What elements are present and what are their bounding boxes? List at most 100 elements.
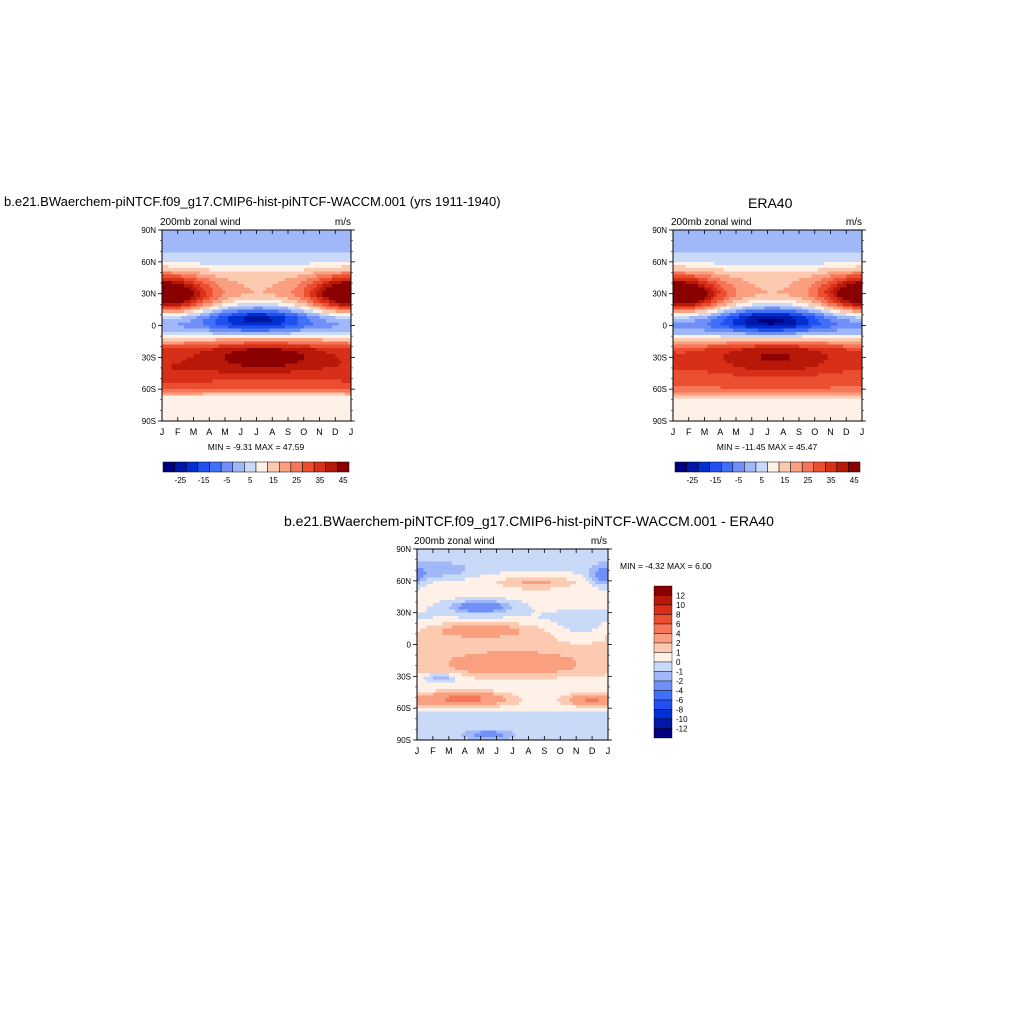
contour-cell: [278, 382, 283, 387]
contour-cell: [209, 268, 213, 272]
contour-cell: [275, 376, 279, 381]
contour-cell: [278, 385, 283, 390]
contour-cell: [162, 328, 166, 333]
contour-cell: [250, 408, 254, 412]
contour-cell: [726, 277, 731, 282]
contour-cell: [858, 255, 863, 260]
contour-cell: [776, 258, 781, 263]
contour-cell: [250, 350, 254, 355]
contour-cell: [256, 274, 261, 279]
contour-cell: [325, 357, 330, 361]
contour-cell: [802, 245, 806, 250]
contour-cell: [322, 319, 327, 323]
contour-cell: [673, 265, 677, 269]
contour-cell: [262, 350, 267, 355]
contour-cell: [821, 245, 825, 250]
contour-cell: [240, 293, 245, 298]
contour-cell: [751, 255, 756, 260]
contour-cell: [275, 239, 279, 244]
contour-cell: [710, 277, 715, 282]
contour-cell: [332, 287, 336, 291]
contour-cell: [218, 360, 223, 365]
contour-cell: [291, 274, 295, 279]
contour-cell: [789, 284, 794, 288]
contour-cell: [234, 309, 238, 314]
contour-cell: [218, 366, 223, 371]
contour-cell: [234, 373, 238, 377]
contour-cell: [206, 405, 210, 409]
contour-cell: [171, 408, 175, 412]
contour-cell: [265, 379, 270, 384]
contour-cell: [802, 293, 806, 298]
contour-cell: [288, 341, 292, 345]
contour-cell: [243, 319, 248, 323]
contour-cell: [218, 405, 223, 409]
contour-cell: [196, 242, 201, 247]
contour-cell: [679, 252, 683, 256]
contour-cell: [215, 328, 220, 333]
contour-cell: [168, 268, 172, 272]
contour-cell: [795, 255, 800, 260]
contour-cell: [228, 350, 232, 355]
contour-cell: [849, 293, 853, 298]
contour-cell: [770, 268, 775, 272]
contour-cell: [322, 338, 327, 342]
contour-cell: [858, 280, 863, 285]
contour-cell: [335, 331, 339, 336]
contour-cell: [174, 401, 179, 406]
contour-cell: [177, 325, 182, 330]
contour-cell: [306, 290, 311, 295]
contour-cell: [180, 385, 185, 390]
contour-cell: [202, 395, 207, 400]
contour-cell: [789, 239, 794, 244]
contour-cell: [190, 331, 194, 336]
contour-cell: [284, 389, 289, 393]
contour-cell: [259, 350, 264, 355]
contour-cell: [215, 354, 220, 358]
contour-cell: [256, 347, 261, 352]
contour-cell: [720, 252, 724, 256]
contour-cell: [165, 389, 169, 393]
contour-cell: [691, 280, 696, 285]
contour-cell: [322, 382, 327, 387]
contour-cell: [272, 300, 276, 304]
contour-cell: [206, 373, 210, 377]
contour-cell: [247, 252, 251, 256]
contour-cell: [341, 376, 346, 381]
contour-cell: [328, 271, 333, 275]
contour-cell: [184, 417, 188, 422]
contour-cell: [852, 261, 857, 266]
contour-cell: [247, 245, 251, 250]
contour-cell: [344, 315, 349, 320]
contour-cell: [767, 249, 772, 253]
contour-cell: [824, 252, 828, 256]
contour-cell: [306, 271, 311, 275]
contour-cell: [776, 274, 781, 279]
contour-cell: [732, 265, 737, 269]
contour-cell: [673, 236, 677, 240]
contour-cell: [313, 261, 317, 266]
contour-cell: [221, 271, 226, 275]
contour-cell: [341, 312, 346, 317]
contour-cell: [707, 230, 712, 234]
contour-cell: [698, 242, 702, 247]
contour-cell: [281, 366, 286, 371]
contour-cell: [316, 239, 320, 244]
contour-cell: [827, 242, 831, 247]
contour-cell: [199, 271, 204, 275]
contour-cell: [682, 265, 686, 269]
contour-cell: [341, 290, 346, 295]
contour-cell: [256, 408, 261, 412]
contour-cell: [221, 376, 226, 381]
contour-cell: [184, 344, 188, 349]
contour-cell: [294, 322, 298, 326]
contour-cell: [240, 265, 245, 269]
contour-cell: [344, 277, 349, 282]
contour-cell: [310, 411, 314, 416]
contour-cell: [187, 417, 191, 422]
contour-cell: [218, 373, 223, 377]
contour-cell: [310, 350, 314, 355]
contour-cell: [676, 268, 680, 272]
min-max-label: MIN = -9.31 MAX = 47.59: [208, 442, 305, 452]
contour-cell: [278, 395, 283, 400]
